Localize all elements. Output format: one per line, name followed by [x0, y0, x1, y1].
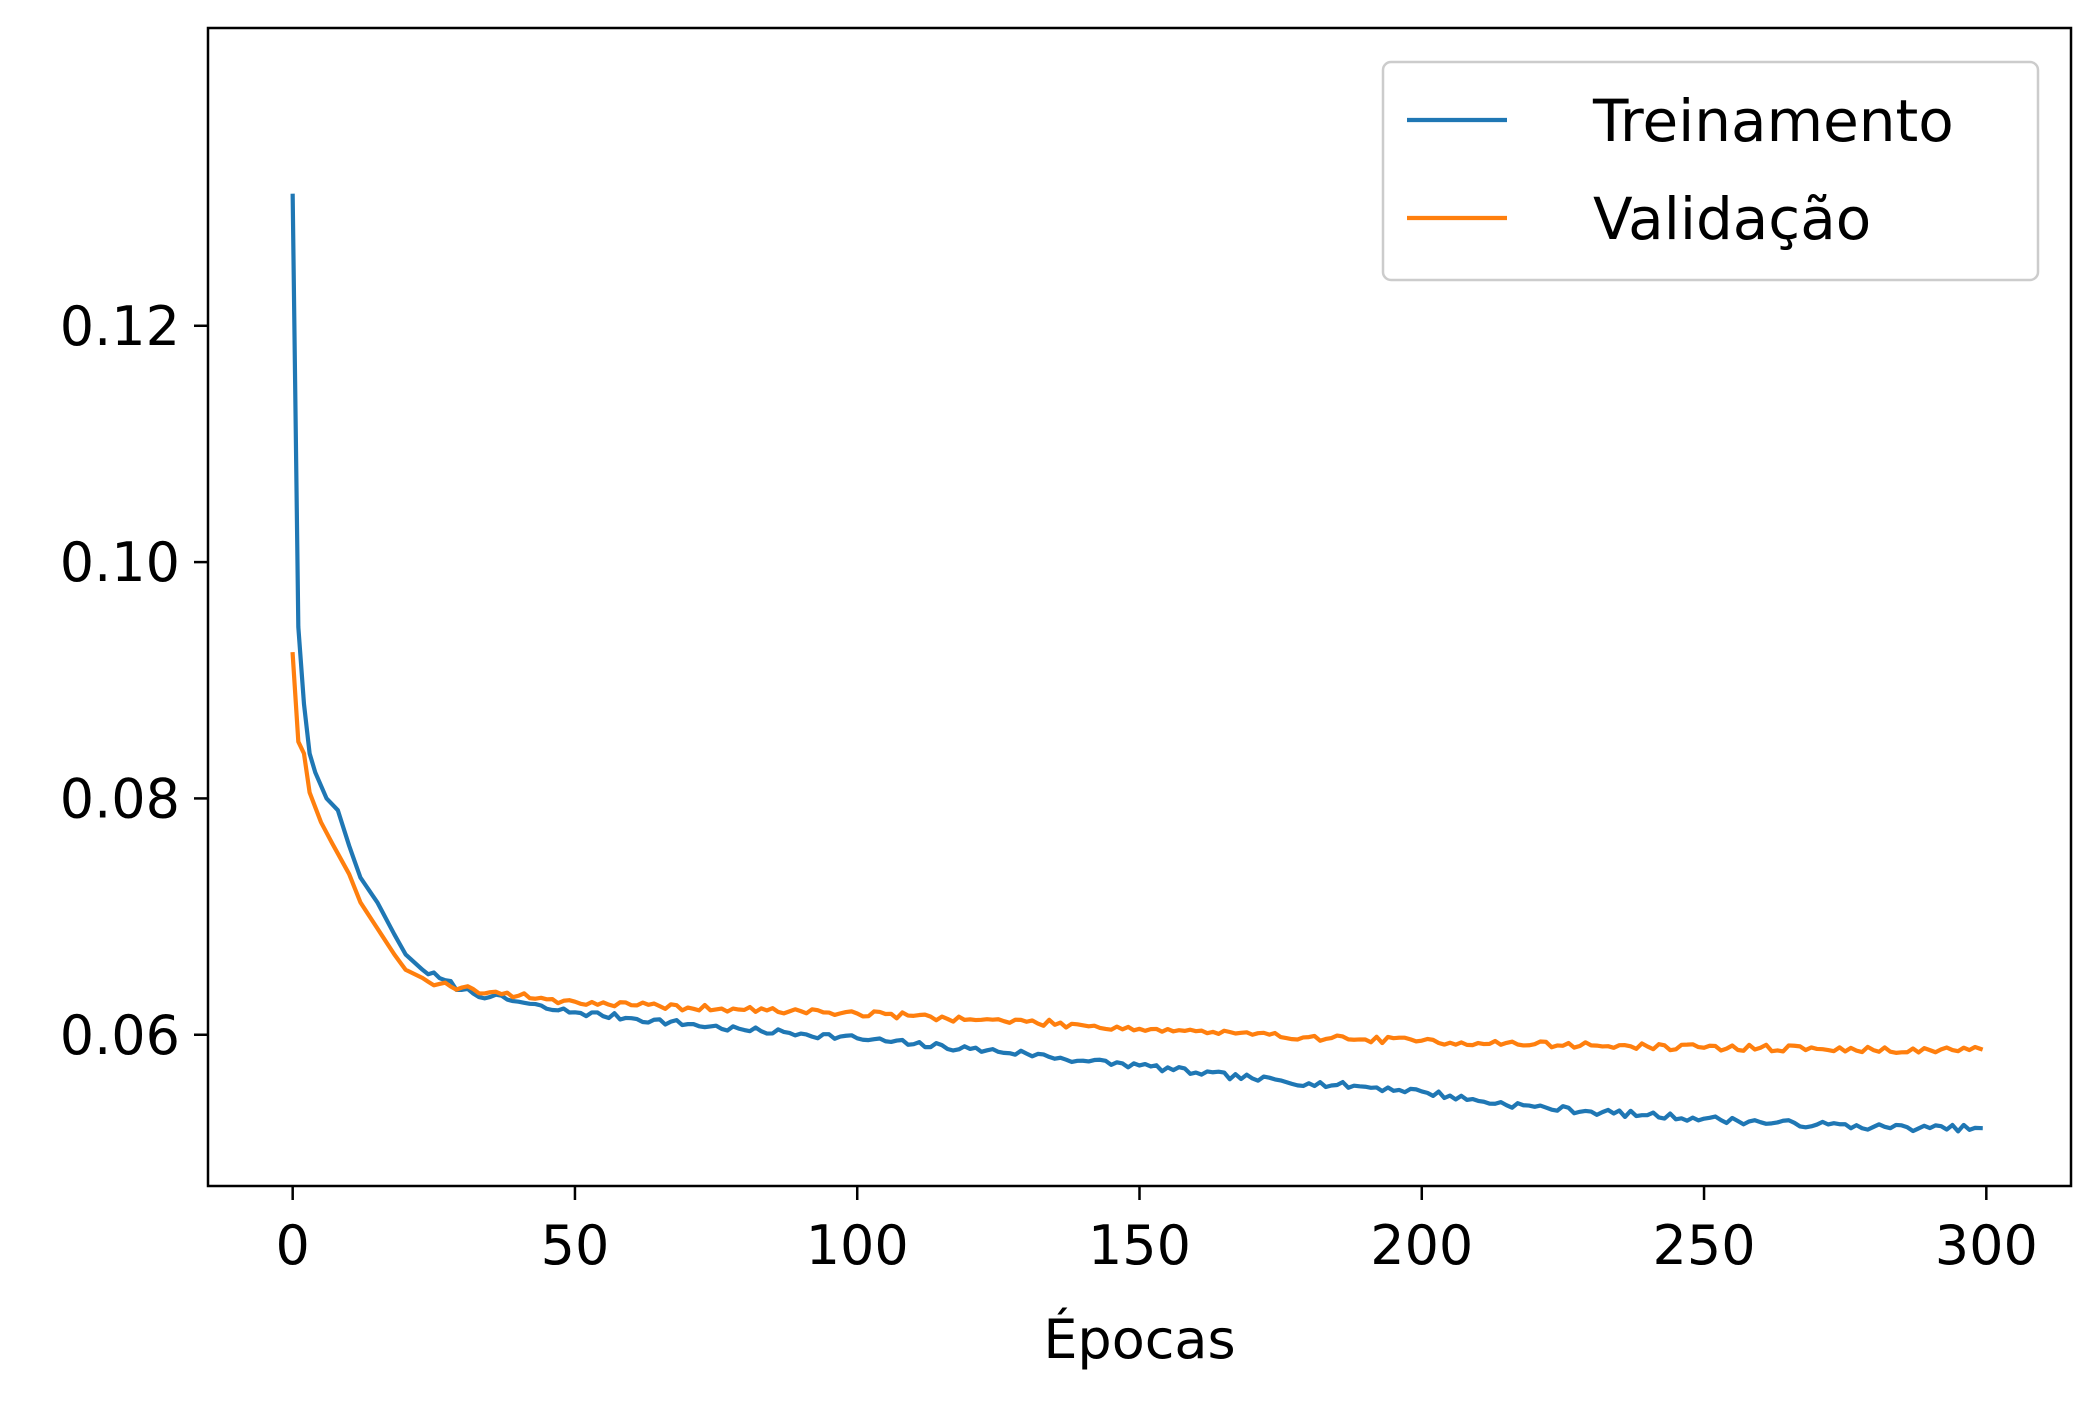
legend-label-validação: Validação: [1593, 185, 1871, 253]
axes: 0 50 100 150 200 250 300 0.06 0.08 0.10 0.12 Épocas: [60, 26, 2073, 1371]
series-line-validação: [290, 652, 1984, 1055]
x-tick-label: 50: [541, 1214, 610, 1277]
x-axis-label: Épocas: [1043, 1308, 1235, 1371]
y-tick-label: 0.08: [60, 767, 180, 830]
x-tick-label: 300: [1935, 1214, 2038, 1277]
legend-box: [1381, 60, 2040, 282]
y-tick-label: 0.10: [60, 531, 180, 594]
x-tick-label: 0: [276, 1214, 310, 1277]
series-line-treinamento: [290, 193, 1983, 1134]
x-tick-label: 250: [1653, 1214, 1756, 1277]
y-tick-label: 0.06: [60, 1004, 180, 1067]
plot-area: [290, 193, 1984, 1134]
x-tick-label: 100: [806, 1214, 909, 1277]
x-tick-label: 150: [1088, 1214, 1191, 1277]
legend-label-treinamento: Treinamento: [1592, 87, 1954, 155]
legend: Treinamento Validação: [1381, 60, 2040, 282]
y-tick-label: 0.12: [60, 295, 180, 358]
x-tick-label: 200: [1370, 1214, 1473, 1277]
